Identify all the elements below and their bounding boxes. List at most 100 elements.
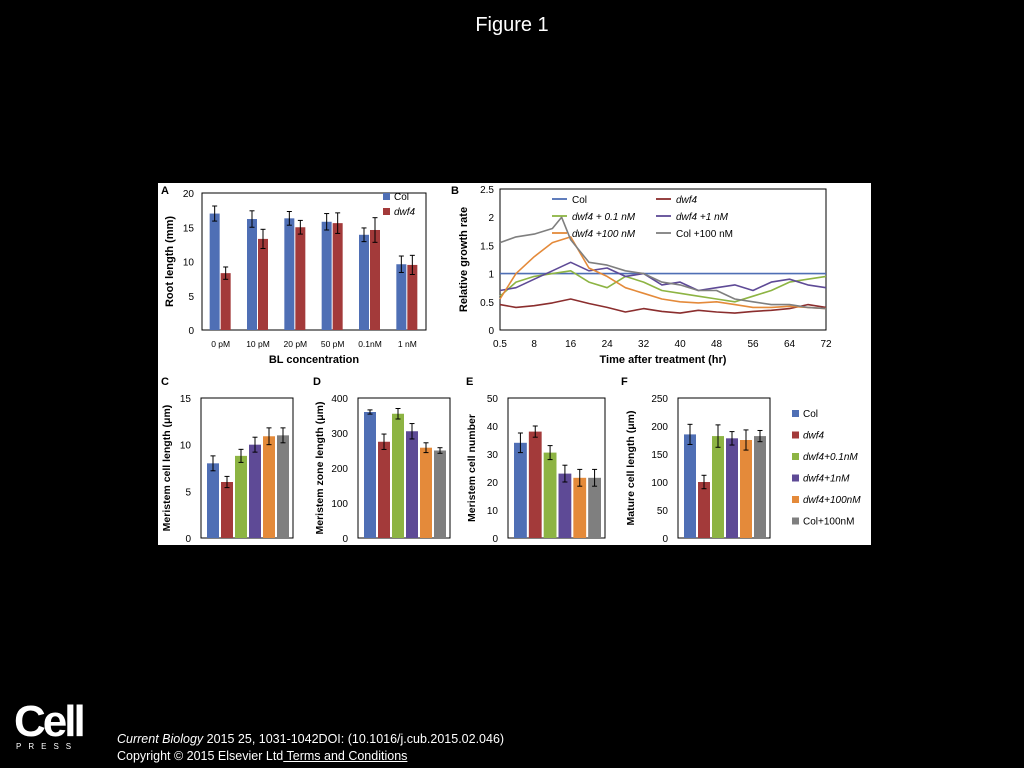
panel-a-xtick: 0 pM (211, 339, 230, 349)
panel-a-ytick: 15 (183, 223, 195, 234)
panel-d-bar (406, 431, 418, 538)
panel-letter-a: A (161, 185, 169, 197)
terms-link[interactable]: Terms and Conditions (283, 749, 408, 763)
panel-e-bar (543, 452, 557, 538)
panel-a-legend-label: dwf4 (394, 207, 416, 218)
shared-legend-label: Col (803, 409, 818, 420)
panel-d-bar (378, 441, 390, 538)
panel-b-xtick: 40 (675, 339, 687, 350)
panel-f-ytick: 150 (651, 450, 668, 461)
panel-a-xtick: 1 nM (398, 339, 417, 349)
panel-b-ytick: 0 (488, 326, 494, 337)
panel-d-ytick: 0 (342, 534, 348, 545)
panel-b-line-dwf4-100-nm (499, 236, 827, 310)
panel-a-ytick: 10 (183, 258, 195, 269)
shared-legend-swatch (792, 410, 799, 417)
panel-d-bar (392, 413, 404, 538)
panel-b-xlabel: Time after treatment (hr) (600, 354, 727, 366)
panel-a-bar-col (284, 218, 295, 330)
panel-b-xtick: 72 (820, 339, 832, 350)
citation-journal: Current Biology (117, 732, 204, 746)
shared-legend-swatch (792, 453, 799, 460)
panel-b-xtick: 32 (638, 339, 650, 350)
shared-legend-swatch (792, 496, 799, 503)
panel-d-bar (364, 412, 376, 538)
panel-b-line-col-100-nm (499, 216, 827, 310)
panel-b-xtick: 24 (602, 339, 614, 350)
panel-a-bar-col (209, 213, 220, 330)
panel-e-ytick: 40 (487, 422, 499, 433)
panel-f-bar (754, 436, 766, 538)
panel-b-legend-label: dwf4 +100 nM (572, 229, 636, 240)
panel-b-xtick: 0.5 (493, 339, 507, 350)
logo-main-text: Cell (14, 697, 86, 746)
panel-a-xtick: 10 pM (246, 339, 270, 349)
panel-a-legend-swatch (383, 208, 390, 215)
figure-panel: A B C D E F 0 5 10 15 20 0 pM 10 pM 20 pM 50 pM 0.1nM 1 … (158, 183, 871, 545)
panel-a-ytick: 20 (183, 189, 195, 200)
panel-b-xtick: 16 (565, 339, 577, 350)
panel-d-ytick: 400 (331, 394, 348, 405)
citation: Current Biology 2015 25, 1031-1042DOI: (… (117, 731, 504, 765)
panel-e-bar (528, 431, 542, 538)
panel-b-legend-label: Col +100 nM (676, 229, 733, 240)
copyright-line: Copyright © 2015 Elsevier Ltd Terms and … (117, 748, 504, 765)
panel-a-ytick: 0 (188, 326, 194, 337)
panel-b-legend-label: Col (572, 195, 587, 206)
panel-f-ylabel: Mature cell length (μm) (625, 411, 637, 526)
panel-a-bar-col (359, 234, 369, 330)
panel-b-ytick: 1.5 (480, 241, 494, 252)
panel-a-bar-col (321, 221, 332, 330)
shared-legend-label: Col+100nM (803, 517, 854, 528)
panel-d-ytick: 100 (331, 499, 348, 510)
panel-f-bar (684, 434, 696, 538)
panel-b-xtick: 8 (531, 339, 537, 350)
panel-f-bar (726, 438, 738, 538)
panel-b-frame (499, 188, 827, 331)
panel-a-bar-dwf4 (220, 273, 231, 330)
panel-e-bar (558, 473, 572, 538)
panel-d-ytick: 300 (331, 429, 348, 440)
panel-a-xlabel: BL concentration (269, 354, 360, 366)
panel-a-bar-dwf4 (407, 264, 418, 330)
panel-a-bar-dwf4 (370, 229, 380, 330)
panel-c-ytick: 15 (180, 394, 192, 405)
shared-legend-label: dwf4+1nM (803, 474, 850, 485)
panel-a-bar-dwf4 (258, 238, 268, 330)
panel-d-ylabel: Meristem zone length (μm) (314, 401, 326, 534)
panel-e-bar (588, 477, 601, 538)
panel-e-ytick: 50 (487, 394, 499, 405)
shared-legend-swatch (792, 431, 799, 439)
panel-e-ytick: 0 (492, 534, 498, 545)
cell-press-logo: Cell PRESS (14, 697, 86, 752)
panel-c-bar (249, 444, 261, 538)
panel-a-legend-swatch (383, 193, 390, 200)
panel-e-ytick: 30 (487, 450, 499, 461)
panel-e-ylabel: Meristem cell number (466, 414, 478, 522)
panel-letter-b: B (451, 185, 459, 197)
shared-legend-swatch (792, 517, 799, 525)
panel-letter-c: C (161, 376, 169, 388)
panel-d-ytick: 200 (331, 464, 348, 475)
panel-e-bar (514, 442, 527, 538)
shared-legend-swatch (792, 474, 799, 482)
shared-legend-label: dwf4 (803, 431, 825, 442)
panel-a-bar-dwf4 (332, 223, 343, 330)
panel-b-xtick: 56 (747, 339, 759, 350)
panel-f-ytick: 200 (651, 422, 668, 433)
panel-f-ytick: 50 (657, 506, 669, 517)
panel-b-legend-label: dwf4 + 0.1 nM (572, 212, 636, 223)
panel-a-xtick: 50 pM (321, 339, 345, 349)
citation-details: 2015 25, 1031-1042DOI: (10.1016/j.cub.20… (203, 732, 505, 746)
panel-a-ylabel: Root length (mm) (164, 216, 176, 307)
panel-a-bar-col (247, 219, 257, 330)
panel-c-bar (263, 436, 275, 538)
panel-a-legend-label: Col (394, 192, 409, 203)
citation-line: Current Biology 2015 25, 1031-1042DOI: (… (117, 731, 504, 748)
panel-b-xtick: 48 (711, 339, 723, 350)
panel-a-xtick: 0.1nM (358, 339, 382, 349)
panel-b-legend-label: dwf4 (676, 195, 698, 206)
panel-f-ytick: 100 (651, 478, 668, 489)
panel-b-ytick: 2.5 (480, 185, 494, 196)
